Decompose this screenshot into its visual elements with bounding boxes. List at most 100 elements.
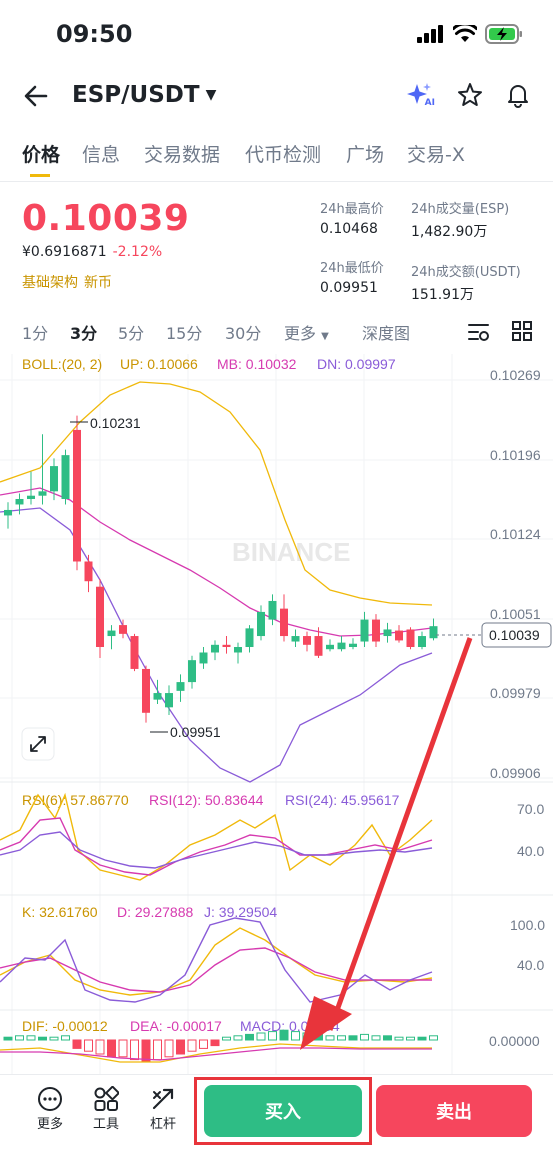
back-arrow-icon[interactable]	[22, 82, 50, 110]
tab-trading-data[interactable]: 交易数据	[144, 144, 221, 166]
tab-active-indicator	[30, 174, 50, 177]
token-tags: 基础架构 新币	[22, 272, 112, 292]
macd-bar	[95, 1039, 105, 1055]
kdj-k-line	[0, 927, 433, 996]
candle-body	[107, 630, 116, 637]
low-value: 0.09951	[320, 280, 378, 296]
candle-body	[130, 636, 139, 669]
candle-body	[349, 643, 357, 648]
more-tool[interactable]: 更多	[30, 1085, 70, 1132]
svg-text:BOLL:(20, 2) UP: 0.10066: BOLL:(20, 2) UP: 0.10066 MB: 0.10032 DN:…	[22, 356, 396, 372]
status-bar: 09:50	[0, 0, 553, 70]
tag-new-coin[interactable]: 新币	[84, 275, 112, 291]
macd-bar	[187, 1039, 197, 1052]
pair-name: ESP/USDT	[72, 82, 200, 108]
interval-more-label: 更多	[284, 324, 317, 343]
grid-layout-icon[interactable]	[512, 321, 532, 341]
low-marker: 0.09951	[170, 724, 221, 740]
bell-icon[interactable]	[505, 82, 531, 108]
candle-body	[15, 498, 24, 505]
vol-esp-label: 24h成交量(ESP)	[411, 202, 510, 217]
candle-body	[119, 625, 127, 634]
candle-body	[257, 611, 265, 637]
tools-tool[interactable]: 工具	[86, 1085, 126, 1132]
macd-bar	[118, 1039, 128, 1058]
nav-icons: AI	[406, 82, 531, 108]
candle-body	[50, 466, 58, 492]
interval-1m[interactable]: 1分	[22, 324, 49, 343]
interval-30m[interactable]: 30分	[225, 324, 262, 343]
macd-dea: DEA: -0.00017	[130, 1018, 222, 1034]
candle-body	[27, 495, 35, 499]
candle-body	[211, 644, 219, 653]
wifi-icon	[453, 25, 477, 42]
interval-3m[interactable]: 3分	[70, 324, 98, 343]
kdj-axis-100: 100.0	[510, 917, 545, 933]
tools-label: 工具	[92, 1117, 119, 1132]
tab-square[interactable]: 广场	[346, 144, 385, 166]
rsi12-line	[0, 817, 433, 876]
battery-charging-icon	[485, 24, 522, 44]
kdj-d-line	[0, 947, 432, 993]
macd-dif: DIF: -0.00012	[22, 1018, 108, 1034]
watermark: BINANCE	[232, 537, 350, 567]
kdj-j-line	[0, 917, 433, 1003]
candle-body	[268, 600, 277, 620]
kdj-j: J: 39.29504	[204, 904, 277, 920]
more-dots-icon	[38, 1087, 62, 1111]
macd-bar	[15, 1035, 24, 1041]
candle-body	[84, 561, 93, 582]
macd-bar	[49, 1036, 59, 1041]
interval-more[interactable]: 更多 ▼	[284, 320, 329, 344]
boll-mb-line	[0, 487, 433, 637]
buy-button[interactable]: 买入	[204, 1085, 362, 1137]
macd-bar	[26, 1035, 36, 1041]
buy-highlight-box	[194, 1077, 372, 1145]
leverage-tool[interactable]: 杠杆	[143, 1085, 183, 1132]
svg-text:RSI(6): 57.86770 RSI(12):: RSI(6): 57.86770 RSI(12): 50.83644 RSI(2…	[22, 792, 400, 808]
candle-body	[73, 429, 81, 562]
tab-price[interactable]: 价格	[22, 144, 61, 166]
tab-info[interactable]: 信息	[82, 144, 121, 166]
macd-bar	[3, 1036, 13, 1041]
candle-body	[96, 586, 104, 648]
candle-body	[142, 668, 150, 713]
rsi6-line	[0, 792, 433, 881]
macd-bar	[348, 1035, 358, 1041]
candle-body	[188, 660, 196, 683]
expand-icon[interactable]	[21, 727, 55, 761]
top-nav: ESP/USDT ▼ AI	[0, 72, 553, 122]
star-icon[interactable]	[457, 82, 483, 108]
ai-sparkle-icon[interactable]: AI	[406, 82, 435, 108]
tag-infrastructure[interactable]: 基础架构	[22, 275, 78, 291]
depth-chart-tab[interactable]: 深度图	[362, 324, 411, 343]
macd-bar	[153, 1039, 162, 1061]
price-axis-label: 0.09906	[490, 765, 541, 781]
macd-bar	[360, 1033, 369, 1041]
interval-5m[interactable]: 5分	[118, 324, 145, 343]
price-change: -2.12%	[112, 244, 163, 260]
kline-chart[interactable]: BINANCE 0.10269 0.10196 0.10124 0.10051 0.09…	[0, 350, 553, 1074]
macd-bar	[371, 1035, 381, 1041]
tab-token-check[interactable]: 代币检测	[245, 144, 322, 166]
tab-trade-x[interactable]: 交易-X	[407, 144, 465, 166]
candle-body	[199, 652, 208, 664]
price-axis: 0.10269 0.10196 0.10124 0.10051 0.09979 0.099…	[490, 367, 541, 781]
rsi24-line	[0, 831, 433, 869]
kdj-d: D: 29.27888	[117, 904, 193, 920]
annotation-arrow-head	[300, 996, 352, 1050]
stats-right: 24h成交量(ESP) 1,482.90万 24h成交额(USDT) 151.9…	[411, 198, 521, 324]
interval-bar: 1分 3分 5分 15分 30分 更多 ▼ 深度图	[0, 318, 553, 348]
indicator-settings-icon[interactable]	[468, 322, 490, 342]
vol-usdt-label: 24h成交额(USDT)	[411, 265, 521, 280]
candle-body	[314, 636, 323, 656]
candle-body	[360, 619, 369, 642]
pair-selector[interactable]: ESP/USDT ▼	[72, 82, 216, 108]
macd-bar	[199, 1039, 208, 1049]
macd-bar	[406, 1036, 415, 1041]
interval-15m[interactable]: 15分	[166, 324, 203, 343]
sell-button[interactable]: 卖出	[376, 1085, 532, 1137]
macd-bar	[417, 1036, 427, 1041]
macd-bar	[256, 1032, 266, 1041]
caret-down-icon: ▼	[321, 331, 329, 342]
